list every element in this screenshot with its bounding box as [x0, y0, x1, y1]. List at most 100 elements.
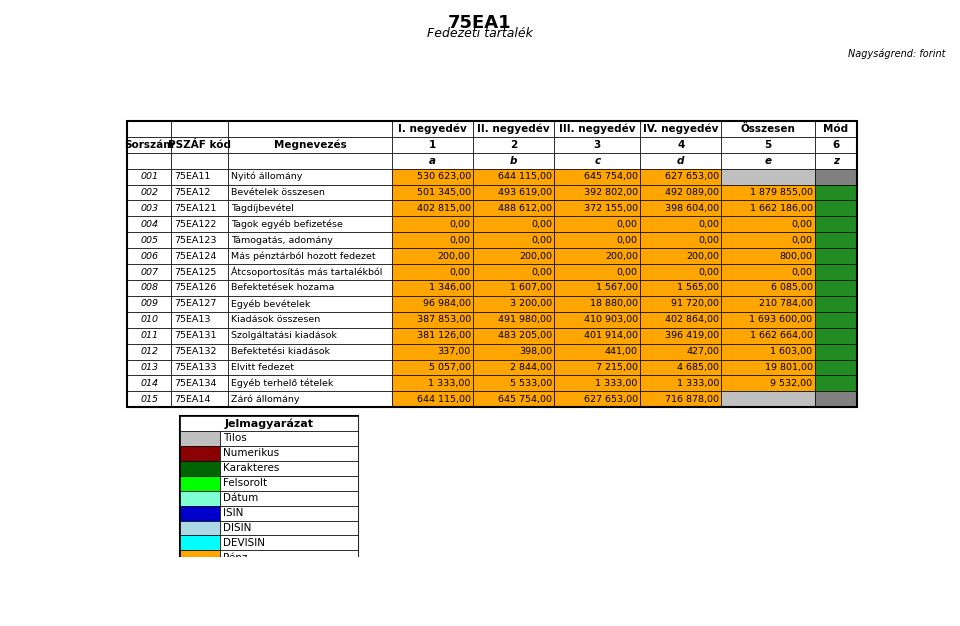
Bar — [228, 344, 392, 359]
Bar — [228, 217, 392, 232]
Bar — [640, 344, 721, 359]
Bar — [228, 121, 392, 137]
Bar — [172, 296, 228, 312]
Bar — [554, 312, 640, 327]
Bar — [473, 153, 554, 168]
Bar — [221, 535, 358, 550]
Bar — [721, 391, 815, 408]
Bar — [640, 200, 721, 217]
Bar — [128, 232, 172, 248]
Bar — [392, 391, 473, 408]
Text: 013: 013 — [140, 363, 158, 372]
Bar — [228, 376, 392, 391]
Text: 488 612,00: 488 612,00 — [498, 204, 552, 213]
Bar — [172, 264, 228, 280]
Bar — [228, 391, 392, 408]
Bar — [392, 296, 473, 312]
Text: 0,00: 0,00 — [792, 267, 812, 277]
Text: 200,00: 200,00 — [605, 252, 637, 260]
Text: 014: 014 — [140, 379, 158, 388]
Bar — [228, 168, 392, 185]
Bar — [721, 280, 815, 296]
Bar — [473, 137, 554, 153]
Bar — [172, 121, 228, 137]
Text: 5 057,00: 5 057,00 — [429, 363, 470, 372]
Text: Záró állomány: Záró állomány — [230, 394, 300, 404]
Bar — [815, 168, 856, 185]
Bar — [473, 185, 554, 200]
Bar — [640, 296, 721, 312]
Text: Egyéb bevételek: Egyéb bevételek — [230, 299, 310, 309]
Bar — [221, 461, 358, 476]
Text: 75EA12: 75EA12 — [174, 188, 210, 197]
Bar — [172, 327, 228, 344]
Bar — [640, 264, 721, 280]
Text: 200,00: 200,00 — [438, 252, 470, 260]
Bar — [815, 137, 856, 153]
Text: Befektetések hozama: Befektetések hozama — [230, 284, 334, 292]
Text: 75EA121: 75EA121 — [174, 204, 216, 213]
Text: 75EA13: 75EA13 — [174, 316, 210, 324]
Text: 9 532,00: 9 532,00 — [771, 379, 812, 388]
Bar — [815, 185, 856, 200]
Bar — [640, 137, 721, 153]
Text: 0,00: 0,00 — [698, 220, 719, 229]
Text: II. negyedév: II. negyedév — [477, 123, 550, 134]
Text: 005: 005 — [140, 236, 158, 245]
Bar — [473, 280, 554, 296]
Bar — [815, 248, 856, 264]
Bar — [815, 232, 856, 248]
Bar — [554, 153, 640, 168]
Bar — [721, 217, 815, 232]
Bar — [473, 168, 554, 185]
Text: 716 878,00: 716 878,00 — [665, 395, 719, 404]
Text: Karakteres: Karakteres — [223, 463, 279, 473]
Bar — [180, 520, 221, 535]
Text: Összesen: Összesen — [741, 124, 796, 134]
Bar — [815, 296, 856, 312]
Text: 75EA14: 75EA14 — [174, 395, 210, 404]
Bar — [128, 327, 172, 344]
Text: 2 844,00: 2 844,00 — [510, 363, 552, 372]
Bar — [392, 359, 473, 376]
Bar — [228, 248, 392, 264]
Text: 0,00: 0,00 — [617, 267, 637, 277]
Bar — [721, 264, 815, 280]
Text: 0,00: 0,00 — [698, 267, 719, 277]
Text: 006: 006 — [140, 252, 158, 260]
Bar — [473, 391, 554, 408]
Text: Tagok egyéb befizetése: Tagok egyéb befizetése — [230, 220, 343, 229]
Text: 3 200,00: 3 200,00 — [510, 299, 552, 309]
Text: 19 801,00: 19 801,00 — [764, 363, 812, 372]
Text: 5 533,00: 5 533,00 — [510, 379, 552, 388]
Bar — [392, 137, 473, 153]
Bar — [180, 491, 221, 506]
Bar — [172, 376, 228, 391]
Text: 0,00: 0,00 — [531, 220, 552, 229]
Text: 396 419,00: 396 419,00 — [665, 331, 719, 340]
Text: 96 984,00: 96 984,00 — [422, 299, 470, 309]
Bar — [392, 248, 473, 264]
Bar — [128, 200, 172, 217]
Text: 381 126,00: 381 126,00 — [417, 331, 470, 340]
Bar — [721, 200, 815, 217]
Bar — [554, 359, 640, 376]
Bar — [473, 121, 554, 137]
Bar — [172, 344, 228, 359]
Bar — [221, 491, 358, 506]
Bar — [180, 550, 221, 565]
Bar — [721, 312, 815, 327]
Bar — [392, 121, 473, 137]
Text: Kiadások összesen: Kiadások összesen — [230, 316, 320, 324]
Text: e: e — [764, 156, 772, 166]
Bar — [640, 248, 721, 264]
Text: 492 089,00: 492 089,00 — [665, 188, 719, 197]
Bar — [392, 217, 473, 232]
Text: 1 879 855,00: 1 879 855,00 — [750, 188, 812, 197]
Text: 1 662 186,00: 1 662 186,00 — [750, 204, 812, 213]
Text: Fedezeti tartalék: Fedezeti tartalék — [427, 27, 533, 40]
Text: 392 802,00: 392 802,00 — [584, 188, 637, 197]
Text: 009: 009 — [140, 299, 158, 309]
Bar — [640, 376, 721, 391]
Bar — [228, 280, 392, 296]
